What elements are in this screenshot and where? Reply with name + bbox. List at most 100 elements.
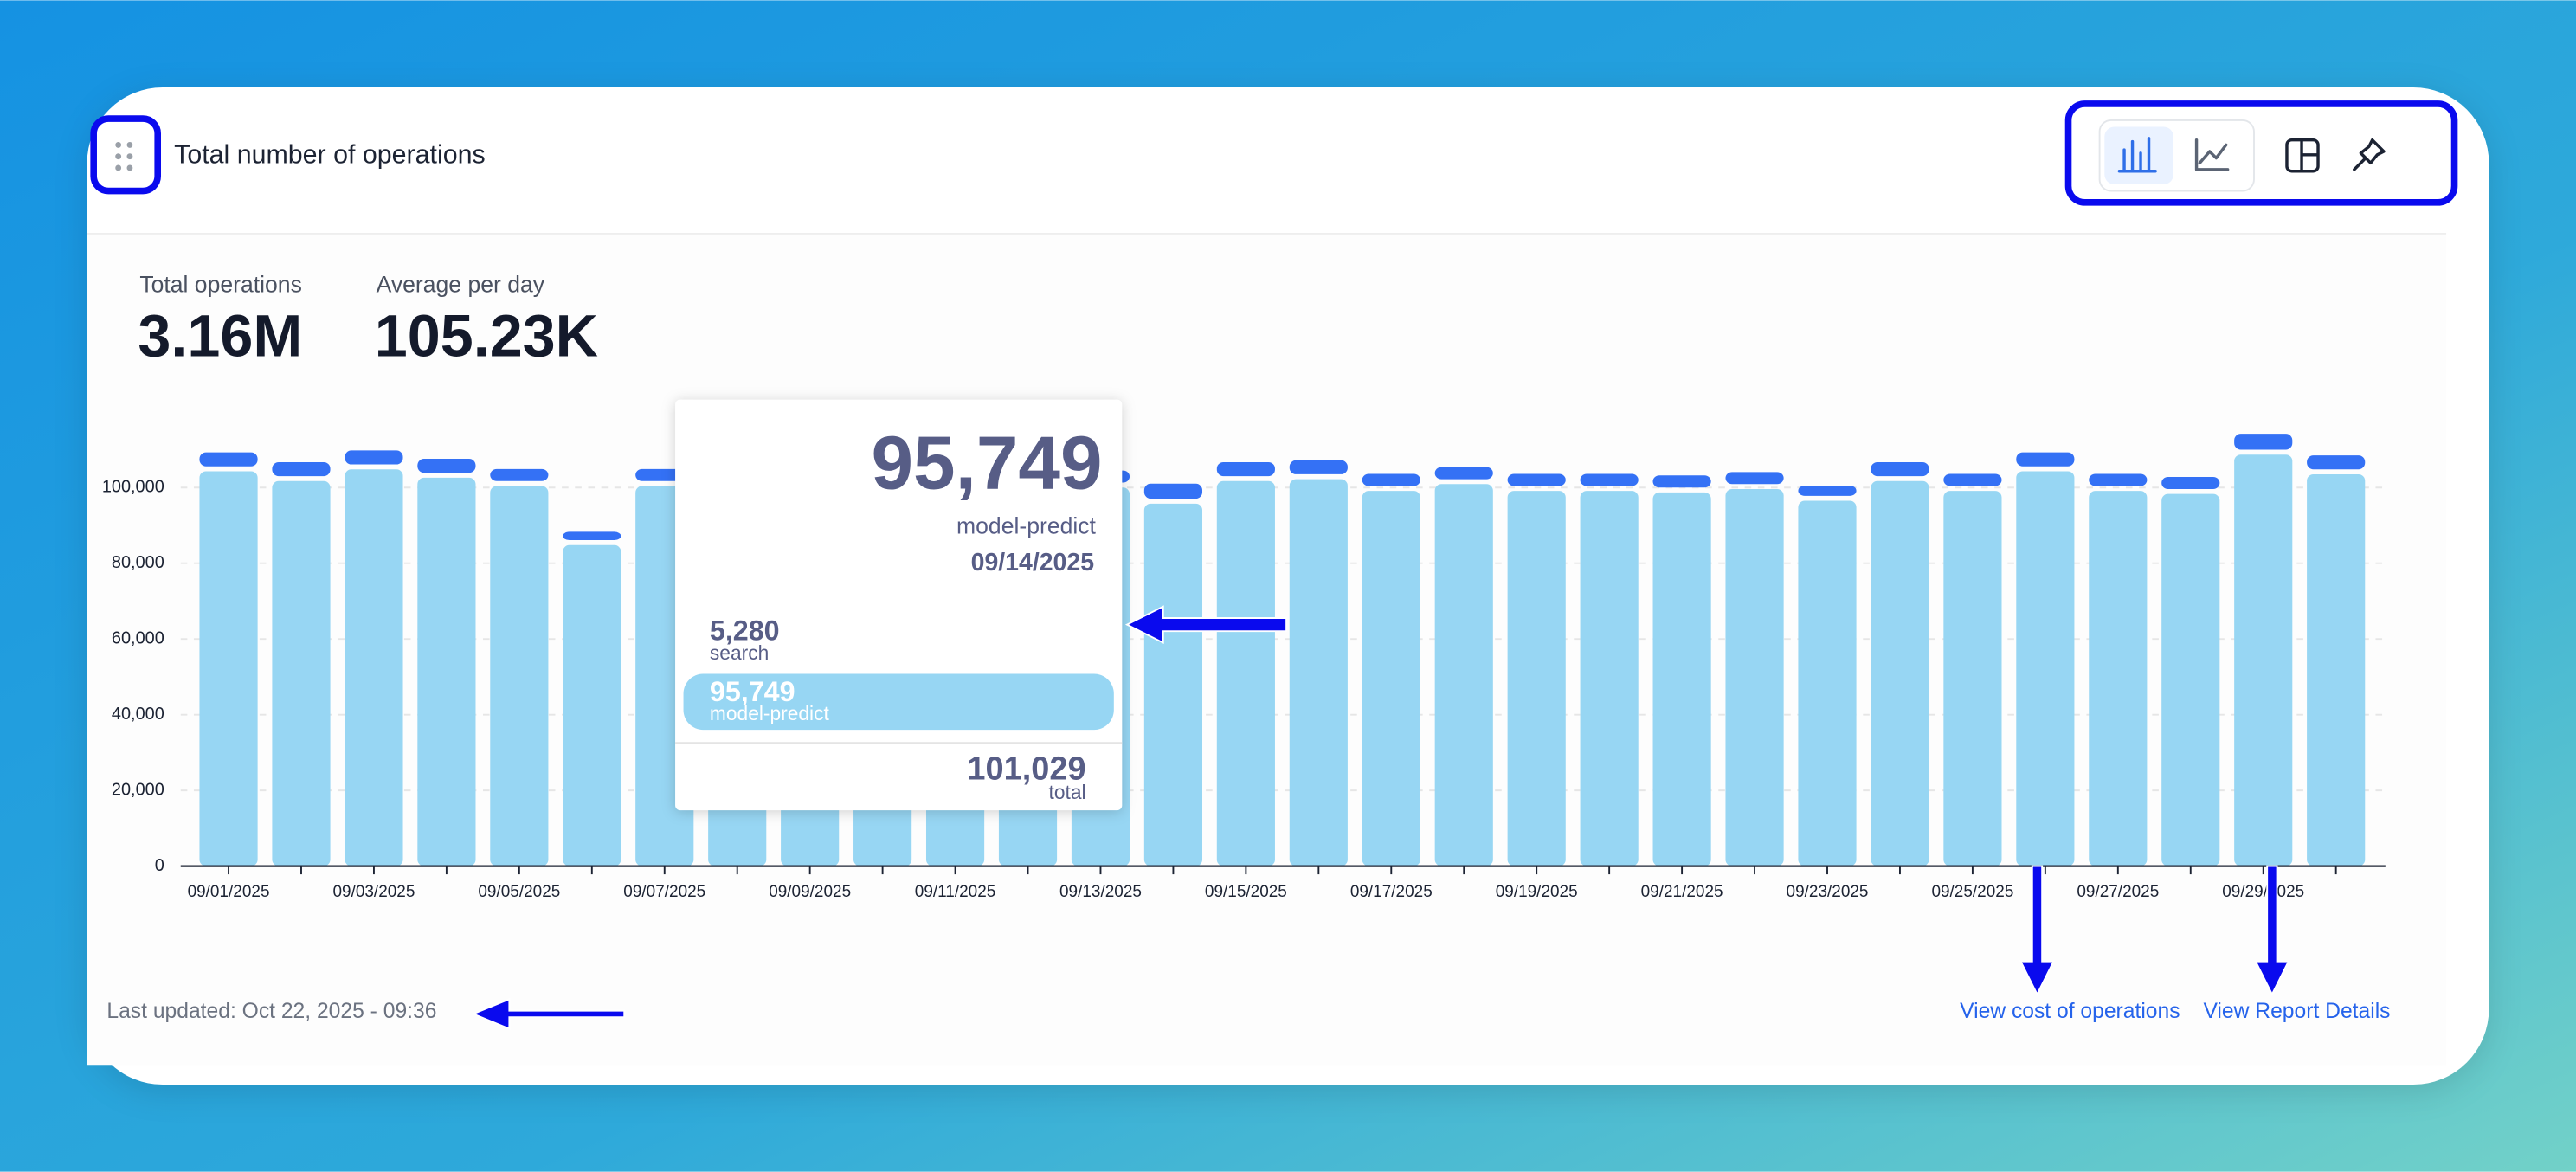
x-tick-label: 09/09/2025 — [769, 883, 851, 901]
bar-segment — [272, 461, 331, 477]
x-tick-label: 09/01/2025 — [188, 883, 270, 901]
tooltip-date: 09/14/2025 — [971, 549, 1095, 576]
bar-segment — [1362, 491, 1420, 866]
line-icon — [2194, 138, 2230, 171]
tooltip-total-label: total — [1049, 781, 1086, 803]
bar-segment — [2016, 452, 2075, 467]
bar-segment — [1871, 480, 1929, 866]
bar-segment — [417, 477, 476, 866]
tooltip: 95,749 model-predict 09/14/2025 5,280 se… — [675, 399, 1123, 811]
bar-segment — [1216, 480, 1275, 866]
bar-segment — [1652, 475, 1711, 488]
tooltip-row-highlight — [683, 673, 1114, 731]
y-tick-label: 60,000 — [112, 628, 164, 647]
pin-icon — [2353, 138, 2386, 171]
bar-segment — [1289, 460, 1348, 474]
tooltip-row-value: 5,280 — [710, 615, 780, 647]
tooltip-series: model-predict — [956, 513, 1097, 539]
bar-segment — [2307, 473, 2366, 866]
pin-button[interactable] — [2353, 138, 2386, 171]
bar-segment — [1798, 486, 1857, 496]
bar-segment — [272, 480, 331, 866]
x-tick-label: 09/25/2025 — [1931, 883, 2013, 901]
x-tick-label: 09/21/2025 — [1641, 883, 1723, 901]
y-tick-label: 100,000 — [102, 478, 164, 497]
bar-segment — [2161, 493, 2220, 866]
y-tick-label: 40,000 — [112, 705, 164, 724]
bar-segment — [345, 450, 403, 465]
bar-segment — [1362, 473, 1420, 486]
tooltip-total: 101,029 — [967, 751, 1085, 788]
bar-segment — [1725, 488, 1784, 866]
x-tick-label: 09/27/2025 — [2077, 883, 2159, 901]
x-tick-label: 09/11/2025 — [915, 883, 996, 901]
layout-icon-lines — [2300, 139, 2319, 171]
bar-segment — [199, 471, 258, 866]
bar-segment — [1434, 467, 1493, 480]
arrow — [2254, 865, 2290, 996]
bar-segment — [2016, 471, 2075, 866]
y-tick-label: 0 — [155, 856, 164, 875]
bar-segment — [1507, 491, 1566, 866]
stat-value: 3.16M — [138, 303, 302, 369]
bar-segment — [199, 452, 258, 467]
bar-segment — [2234, 434, 2293, 450]
toolbar — [2064, 100, 2458, 206]
bar-segment — [417, 459, 476, 473]
x-tick-label: 09/17/2025 — [1350, 883, 1433, 901]
bar-segment — [490, 486, 549, 866]
bar-segment — [2161, 477, 2220, 489]
bar-segment — [1143, 503, 1203, 866]
annotations — [471, 605, 2290, 1030]
bar-segment — [2307, 455, 2366, 470]
bar-segment — [1725, 472, 1784, 485]
bar-segment — [1580, 473, 1639, 486]
bar-segment — [1798, 500, 1857, 866]
active-background — [2104, 126, 2174, 184]
line-chart-button[interactable] — [2194, 138, 2230, 171]
bar-segment — [1871, 461, 1929, 477]
bar-segment — [1507, 473, 1566, 486]
bar-chart-button[interactable] — [2104, 126, 2174, 184]
y-tick-label: 80,000 — [112, 553, 164, 572]
bar-segment — [2089, 491, 2148, 866]
layout-button[interactable] — [2285, 138, 2320, 173]
x-tick-label: 09/13/2025 — [1059, 883, 1142, 901]
bar-segment — [1143, 483, 1203, 499]
bar-segment — [1434, 484, 1493, 866]
arrow — [1124, 605, 1288, 645]
bar-icon — [2117, 137, 2157, 173]
bar-segment — [1652, 492, 1711, 866]
y-tick-label: 20,000 — [112, 780, 164, 799]
drag-icon — [115, 141, 133, 171]
bar-segment — [2234, 454, 2293, 866]
x-tick-label: 09/07/2025 — [623, 883, 705, 901]
bar-segment — [345, 469, 403, 866]
tooltip-row-name: search — [710, 641, 769, 664]
bar-segment — [490, 468, 549, 481]
tooltip-row-value: 95,749 — [710, 676, 795, 707]
x-tick-label: 09/05/2025 — [478, 883, 560, 901]
bar-segment — [1943, 473, 2002, 486]
x-tick-label: 09/03/2025 — [332, 883, 415, 901]
bar-segment — [2089, 473, 2148, 486]
stat-value: 105.23K — [375, 303, 598, 369]
tooltip-value: 95,749 — [872, 420, 1103, 505]
x-tick-label: 09/15/2025 — [1205, 883, 1287, 901]
bar-segment — [1216, 461, 1275, 477]
tooltip-row-name: model-predict — [710, 702, 830, 724]
bar-segment — [563, 544, 621, 866]
link[interactable]: View cost of operations — [1960, 1000, 2180, 1023]
arrow — [471, 997, 626, 1030]
x-tick-label: 09/23/2025 — [1787, 883, 1869, 901]
x-tick-label: 09/19/2025 — [1496, 883, 1578, 901]
drag-handle[interactable] — [90, 115, 161, 195]
highlight-box — [2064, 100, 2458, 206]
link[interactable]: View Report Details — [2203, 1000, 2390, 1023]
highlight-box — [90, 115, 161, 195]
bar-segment — [1289, 479, 1348, 866]
chart: 0 20,000 40,000 60,000 80,000 100,000 09/01/20… — [102, 434, 2386, 901]
stat-label: Average per day — [377, 272, 545, 298]
